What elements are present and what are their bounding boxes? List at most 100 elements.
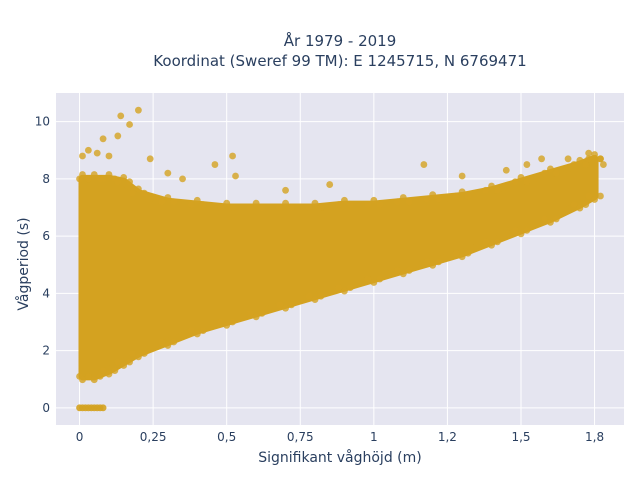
data-point <box>435 195 442 203</box>
chart-title-line1: År 1979 - 2019 <box>284 31 397 50</box>
data-point <box>99 175 107 183</box>
data-point <box>552 169 560 177</box>
data-point <box>282 304 289 312</box>
data-point <box>523 226 531 234</box>
data-point <box>488 241 495 249</box>
data-point <box>523 161 531 168</box>
data-point <box>129 350 136 357</box>
data-point <box>591 196 598 203</box>
data-point <box>120 174 128 181</box>
x-tick-label: 1,2 <box>438 430 457 444</box>
data-point <box>464 192 472 200</box>
data-point <box>585 192 593 200</box>
data-point <box>276 301 284 309</box>
data-point <box>258 309 266 317</box>
data-point <box>482 186 490 194</box>
data-point <box>105 152 113 160</box>
data-points <box>76 106 607 412</box>
data-point <box>311 296 319 304</box>
data-point <box>317 292 325 300</box>
data-point <box>538 155 545 163</box>
data-point <box>232 172 239 180</box>
data-point <box>135 353 142 361</box>
data-point <box>99 135 107 143</box>
data-point <box>117 112 125 120</box>
data-point <box>346 284 354 292</box>
x-tick-label: 0,75 <box>287 430 314 444</box>
x-tick-label: 0,25 <box>140 430 167 444</box>
data-point <box>458 172 466 180</box>
data-point <box>288 204 295 211</box>
data-point <box>317 204 325 211</box>
data-point <box>187 201 195 209</box>
data-point <box>305 204 313 211</box>
data-point <box>494 186 501 194</box>
data-point <box>517 174 525 181</box>
data-point <box>96 372 104 380</box>
data-point <box>111 367 119 375</box>
data-point <box>423 195 431 203</box>
data-point <box>140 350 148 357</box>
data-point <box>305 292 313 300</box>
y-tick-label: 10 <box>35 115 50 129</box>
data-point <box>282 199 289 207</box>
y-tick-label: 2 <box>42 344 50 358</box>
data-point <box>282 186 289 194</box>
data-point <box>246 309 254 317</box>
data-point <box>582 201 590 209</box>
y-axis-title: Vågperiod (s) <box>15 217 32 310</box>
data-point <box>547 218 554 226</box>
data-point <box>582 161 590 168</box>
data-point <box>187 327 195 334</box>
data-point <box>258 204 266 211</box>
y-tick-label: 8 <box>42 172 50 186</box>
data-point <box>84 372 92 380</box>
data-point <box>494 238 501 246</box>
data-point <box>199 201 207 209</box>
data-point <box>229 318 236 326</box>
data-point <box>217 318 225 326</box>
data-point <box>482 238 490 246</box>
data-point <box>246 204 254 211</box>
data-point <box>140 189 148 197</box>
data-point <box>126 358 133 366</box>
data-point <box>120 362 128 369</box>
data-point <box>93 149 101 157</box>
data-point <box>376 201 384 209</box>
data-point <box>114 358 122 366</box>
point-cloud <box>78 154 599 381</box>
data-point <box>341 287 348 295</box>
data-point <box>164 342 172 349</box>
data-point <box>199 327 207 334</box>
data-point <box>170 198 178 206</box>
data-point <box>114 132 122 140</box>
data-point <box>523 178 531 186</box>
data-point <box>129 189 136 197</box>
data-point <box>405 267 413 274</box>
data-point <box>346 201 354 209</box>
data-point <box>488 182 495 190</box>
data-point <box>276 204 284 211</box>
x-tick-label: 0,5 <box>217 430 236 444</box>
data-point <box>252 199 260 207</box>
data-point <box>252 313 260 321</box>
data-point <box>146 155 154 163</box>
data-point <box>576 156 584 164</box>
data-point <box>570 201 578 209</box>
data-point <box>393 267 401 274</box>
data-point <box>370 196 378 204</box>
data-point <box>223 199 231 207</box>
data-point <box>105 370 113 378</box>
data-point <box>364 201 372 209</box>
data-point <box>597 192 604 200</box>
data-point <box>158 198 166 206</box>
data-point <box>311 199 319 207</box>
data-point <box>552 215 560 223</box>
y-tick-label: 0 <box>42 401 50 415</box>
data-point <box>585 149 593 157</box>
data-point <box>84 146 92 154</box>
data-point <box>393 198 401 206</box>
data-point <box>370 279 378 286</box>
data-point <box>464 249 472 257</box>
data-point <box>326 181 334 188</box>
